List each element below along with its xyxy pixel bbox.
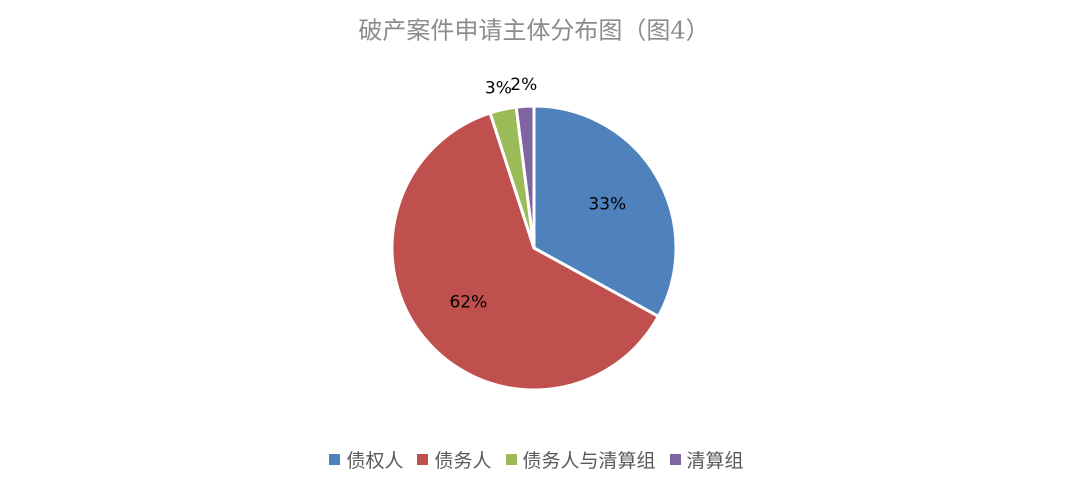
legend-item: 债务人与清算组 (505, 446, 656, 473)
chart: 破产案件申请主体分布图（图4） 33% 62% 3%2% (358, 17, 710, 392)
legend-swatch (329, 454, 341, 465)
data-label: 3% (485, 79, 512, 99)
data-label: 33% (588, 195, 626, 215)
pie-slice (390, 111, 661, 392)
chart-title: 破产案件申请主体分布图（图4） (358, 17, 709, 45)
data-label: 62% (449, 292, 487, 312)
legend-item: 清算组 (669, 446, 744, 473)
legend-label: 清算组 (686, 450, 744, 472)
legend-label: 债权人 (346, 450, 404, 472)
data-label: 2% (510, 75, 537, 95)
legend-swatch (417, 454, 429, 465)
legend-swatch (505, 454, 517, 465)
legend-swatch (669, 454, 681, 465)
legend-item: 债务人 (417, 446, 492, 473)
legend-label: 债务人 (434, 450, 492, 472)
pie-slice (514, 104, 536, 249)
legend-item: 债权人 (329, 446, 403, 473)
legend-label: 债务人与清算组 (522, 450, 656, 472)
pie-slice (532, 104, 678, 319)
legend: 债权人 债务人 债务人与清算组 清算组 (0, 446, 1073, 473)
